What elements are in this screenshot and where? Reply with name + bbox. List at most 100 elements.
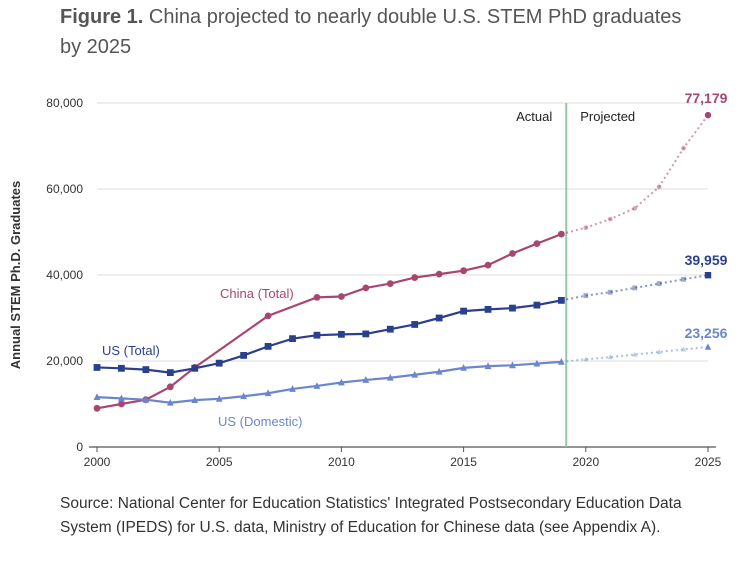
series-us-domestic-point <box>411 370 419 378</box>
series-us-total-point <box>215 359 223 367</box>
series-china-total-point <box>313 293 321 301</box>
series-us-total-point <box>240 352 248 359</box>
series-us-total-projected-point <box>704 271 712 279</box>
series-china-total-point <box>484 261 492 269</box>
series-us-domestic-point <box>435 367 443 375</box>
series-us-domestic-actual-line <box>96 360 562 404</box>
series-china-total-projected-point <box>704 111 712 119</box>
series-china-total-point <box>557 230 565 238</box>
series-us-total-point <box>166 369 174 377</box>
series-china-total-point <box>435 270 443 278</box>
series-china-total-point <box>386 280 394 287</box>
series-us-total-projected-point <box>583 293 589 299</box>
series-us-total-end-value-label: 39,959 <box>685 252 728 268</box>
series-us-domestic-projected-point <box>607 354 613 360</box>
series-us-total-projected-point <box>632 285 638 291</box>
x-tick-label: 2000 <box>84 455 111 469</box>
series-china-total-point <box>264 312 272 320</box>
series-china-total-point <box>509 250 516 257</box>
series-us-domestic-point <box>362 376 370 383</box>
series-china-total-point <box>338 293 345 300</box>
series-china-total-projected-point <box>632 205 638 211</box>
series-us-domestic-projected-point <box>632 351 638 357</box>
series-us-total-point <box>93 364 101 371</box>
series-china-total-point <box>118 400 125 408</box>
series-us-total-point <box>411 321 419 328</box>
series-china-total-end-value-label: 77,179 <box>685 90 728 106</box>
series-china-total-actual-line <box>96 233 562 410</box>
series-us-total-projected-point <box>656 281 662 286</box>
series-us-domestic-point <box>509 361 516 369</box>
series-china-total-projected-point <box>656 184 662 190</box>
x-tick-label: 2005 <box>206 455 233 469</box>
series-us-domestic-label: US (Domestic) <box>218 414 303 429</box>
series-us-total-point <box>338 330 345 338</box>
projected-region-label: Projected <box>580 109 635 124</box>
series-china-total-label: China (Total) <box>220 286 294 301</box>
series-us-total-point <box>386 325 394 333</box>
series-china-total-projected-point <box>583 225 589 231</box>
series-us-total-actual-line <box>96 299 562 374</box>
series-china-total-projected-point <box>607 216 613 222</box>
series-china-total-point <box>93 404 101 412</box>
series-us-total-point <box>509 304 516 312</box>
series-us-total-point <box>313 331 321 339</box>
series-us-total-point <box>191 364 199 372</box>
series-china-total-point <box>533 240 541 248</box>
series-us-domestic-point <box>386 373 394 381</box>
series-us-total-point <box>362 330 370 338</box>
series-us-domestic-point <box>166 398 174 406</box>
series-china-total-point <box>166 383 174 391</box>
actual-region-label: Actual <box>516 109 552 124</box>
series-china-total-projected-line <box>561 114 709 236</box>
series-us-domestic-projected-point <box>656 349 662 355</box>
series-china-total-point <box>362 284 370 292</box>
series-us-domestic-point <box>460 364 467 371</box>
series-us-domestic-point <box>533 359 541 367</box>
series-us-domestic-point <box>142 395 150 403</box>
series-us-domestic-point <box>289 385 296 392</box>
series-us-total-projected-point <box>681 276 686 282</box>
series-us-total-point <box>289 335 296 343</box>
figure-title: Figure 1. China projected to nearly doub… <box>60 2 700 62</box>
series-us-domestic-point <box>557 357 565 365</box>
series-us-domestic-point <box>338 378 345 386</box>
x-tick-label: 2010 <box>328 455 355 469</box>
series-china-total-projected-point <box>681 145 686 151</box>
series-us-total-point <box>460 307 467 315</box>
series-us-domestic-point <box>93 393 101 401</box>
y-axis-label: Annual STEM Ph.D. Graduates <box>8 181 23 370</box>
series-us-domestic-point <box>191 396 199 404</box>
series-us-domestic-point <box>313 382 321 389</box>
series-us-domestic-point <box>264 389 272 397</box>
series-us-domestic-point <box>240 392 248 400</box>
series-us-domestic-projected-point <box>583 356 589 362</box>
series-china-total-point <box>411 274 419 281</box>
series-us-domestic-point <box>118 394 125 402</box>
series-us-total-projected-point <box>607 289 613 295</box>
series-us-domestic-point <box>215 394 223 402</box>
series-us-domestic-projected-point <box>704 343 712 350</box>
series-us-total-label: US (Total) <box>102 343 160 358</box>
series-us-total-point <box>533 301 541 309</box>
y-tick-label: 0 <box>76 440 83 454</box>
series-us-total-point <box>557 296 565 304</box>
series-us-total-point <box>142 366 150 373</box>
line-chart: 0 20,000 40,000 60,000 80,000 2000 2005 2010 201… <box>8 90 728 469</box>
x-tick-label: 2020 <box>572 455 599 469</box>
series-us-total-point <box>118 364 125 372</box>
y-tick-label: 80,000 <box>46 96 83 110</box>
series-us-total-point <box>435 314 443 322</box>
x-tick-label: 2015 <box>450 455 477 469</box>
figure-label: Figure 1. <box>60 6 144 28</box>
series-us-total-point <box>484 306 492 313</box>
series-china-total-point <box>460 267 467 275</box>
series-us-domestic-projected-point <box>681 346 686 352</box>
y-tick-label: 60,000 <box>46 182 83 196</box>
series-us-domestic-point <box>484 362 492 370</box>
series-us-total-point <box>264 342 272 350</box>
x-tick-label: 2025 <box>695 455 722 469</box>
series-us-domestic-end-value-label: 23,256 <box>685 325 728 341</box>
figure-title-text: China projected to nearly double U.S. ST… <box>60 6 682 58</box>
chart: 0 20,000 40,000 60,000 80,000 2000 2005 2010 201… <box>0 80 753 470</box>
